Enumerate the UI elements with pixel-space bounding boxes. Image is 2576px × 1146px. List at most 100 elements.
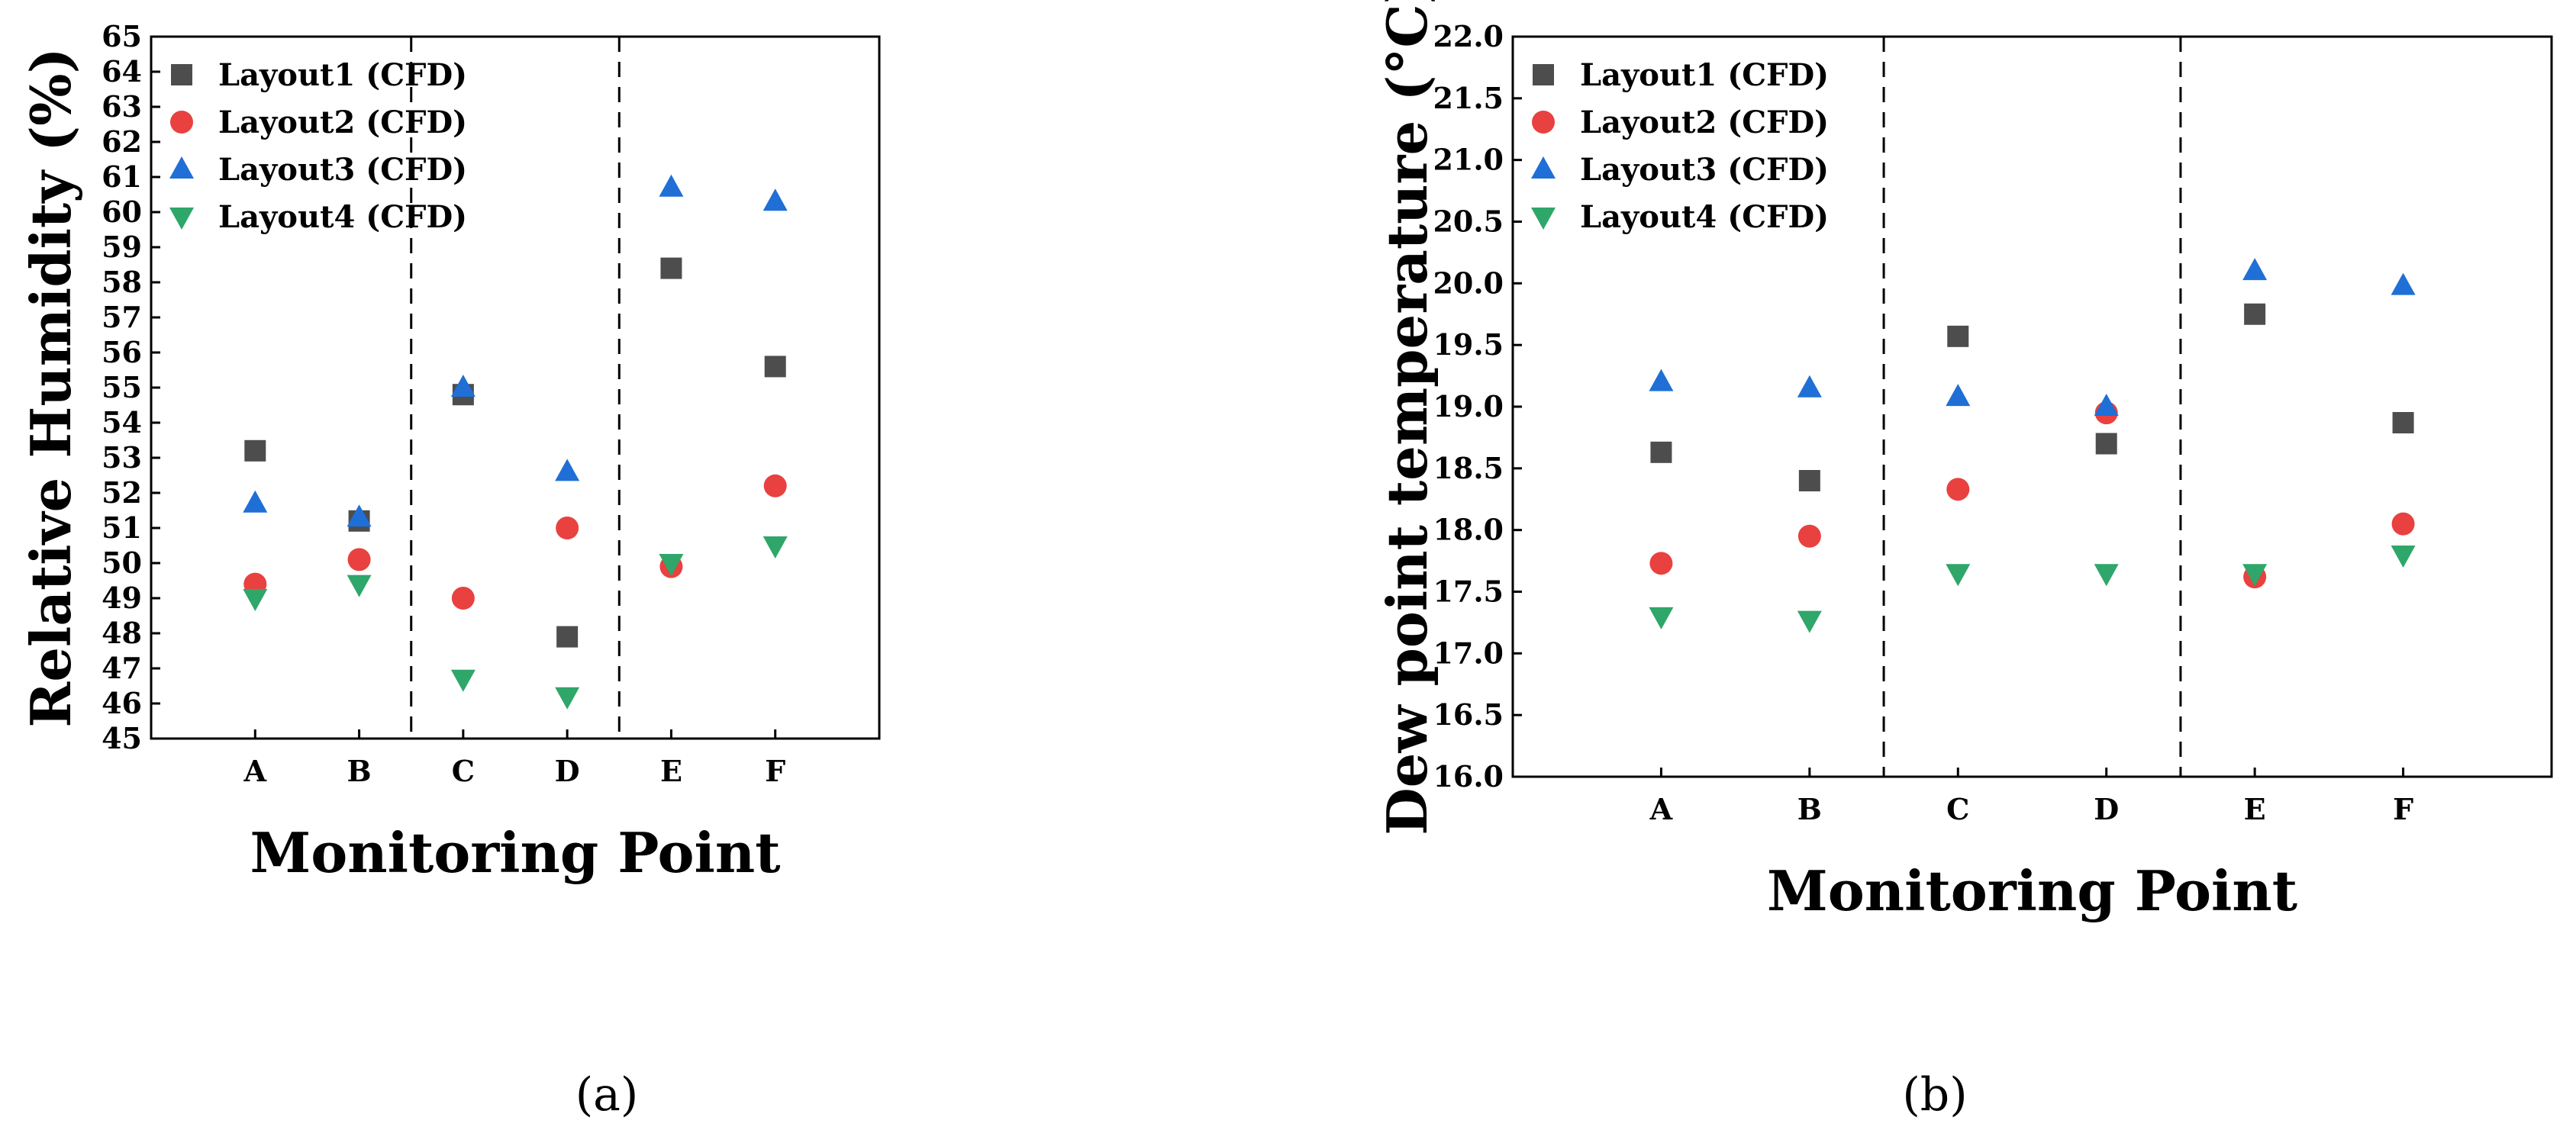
y-tick-label: 48 — [102, 616, 142, 650]
y-axis-title: Dew point temperature (°C) — [1375, 0, 1440, 835]
y-tick-label: 54 — [102, 405, 142, 439]
y-tick-label: 16.0 — [1433, 759, 1504, 794]
y-tick-label: 52 — [102, 475, 142, 510]
legend-marker-circle — [1532, 111, 1555, 134]
plot-frame — [1511, 35, 2553, 778]
data-point-circle-b — [347, 548, 371, 571]
y-tick-label: 22.0 — [1433, 19, 1504, 53]
legend-marker-triangle-down — [1531, 208, 1556, 230]
data-point-square-b — [1798, 470, 1820, 491]
y-tick-label: 17.5 — [1433, 575, 1504, 609]
y-tick-label: 55 — [102, 370, 142, 404]
y-tick-label: 18.0 — [1433, 513, 1504, 547]
data-point-square-c — [1947, 325, 1969, 347]
y-tick-label: 20.0 — [1433, 266, 1504, 300]
data-point-circle-f — [2391, 512, 2415, 536]
data-point-circle-c — [451, 587, 475, 610]
legend-marker-circle — [170, 111, 193, 134]
data-point-square-a — [244, 439, 266, 462]
x-axis-title: Monitoring Point — [250, 820, 781, 885]
panel-caption: (a) — [575, 1068, 639, 1122]
y-axis-title: Relative Humidity (%) — [18, 47, 83, 727]
y-tick-label: 17.0 — [1433, 636, 1504, 670]
y-tick-label: 20.5 — [1433, 204, 1504, 239]
data-point-triangle-up-d — [555, 459, 580, 481]
y-tick-label: 16.5 — [1433, 697, 1504, 732]
data-point-triangle-up-f — [2391, 272, 2416, 295]
x-tick-label: C — [1946, 792, 1969, 826]
data-point-triangle-up-d — [2094, 394, 2119, 416]
data-point-triangle-down-c — [450, 669, 476, 692]
y-tick-label: 18.5 — [1433, 451, 1504, 485]
data-point-triangle-down-f — [762, 536, 788, 559]
data-point-circle-a — [1649, 552, 1673, 575]
y-tick-label: 19.5 — [1433, 327, 1504, 362]
data-point-triangle-up-a — [1649, 369, 1674, 391]
y-tick-label: 50 — [102, 546, 142, 580]
data-point-circle-f — [763, 474, 787, 497]
plot-frame — [150, 35, 881, 740]
x-tick-label: C — [452, 754, 475, 788]
y-tick-label: 64 — [102, 54, 142, 89]
data-point-square-f — [2392, 412, 2414, 434]
y-tick-label: 45 — [102, 721, 142, 755]
y-tick-label: 58 — [102, 265, 142, 299]
legend-entry-label: Layout3 (CFD) — [218, 152, 467, 188]
data-point-square-d — [556, 626, 579, 648]
y-tick-label: 60 — [102, 195, 142, 229]
x-tick-label: F — [2393, 792, 2413, 826]
data-point-triangle-up-b — [1797, 375, 1822, 398]
y-tick-label: 46 — [102, 686, 142, 720]
data-point-triangle-up-c — [450, 375, 476, 397]
data-point-triangle-down-a — [243, 589, 268, 611]
y-tick-label: 61 — [102, 159, 142, 194]
data-point-triangle-up-e — [659, 174, 684, 197]
data-point-square-e — [2244, 303, 2266, 325]
y-tick-label: 47 — [102, 651, 142, 685]
y-tick-label: 56 — [102, 335, 142, 369]
data-point-triangle-up-f — [762, 188, 788, 211]
legend-marker-triangle-down — [169, 208, 194, 230]
data-point-circle-c — [1946, 478, 1970, 501]
legend-entry-label: Layout1 (CFD) — [218, 57, 467, 93]
legend-marker-triangle-up — [169, 156, 194, 179]
data-point-triangle-down-b — [347, 575, 372, 597]
legend-marker-square — [1533, 64, 1554, 85]
data-point-triangle-down-e — [659, 554, 684, 576]
x-tick-label: D — [2094, 792, 2119, 826]
chart-panel-b: 16.0 16.5 17.0 17.5 18.0 18.5 19.0 19.5 20.0 20.5… — [1375, 0, 2553, 1122]
x-tick-label: F — [765, 754, 785, 788]
x-tick-label: A — [243, 754, 267, 788]
y-tick-label: 49 — [102, 581, 142, 615]
x-tick-label: B — [1797, 792, 1822, 826]
data-point-triangle-down-d — [555, 687, 580, 710]
y-tick-label: 21.5 — [1433, 81, 1504, 115]
x-tick-label: E — [660, 754, 682, 788]
legend-entry-label: Layout3 (CFD) — [1580, 152, 1829, 188]
y-tick-label: 65 — [102, 19, 142, 53]
data-point-triangle-down-c — [1946, 564, 1971, 587]
data-point-square-f — [764, 356, 786, 378]
x-axis-title: Monitoring Point — [1767, 858, 2297, 923]
legend-marker-triangle-up — [1531, 156, 1556, 179]
data-point-triangle-down-e — [2242, 564, 2268, 587]
x-tick-label: E — [2244, 792, 2266, 826]
legend-entry-label: Layout2 (CFD) — [218, 105, 467, 140]
legend-entry-label: Layout4 (CFD) — [1580, 199, 1829, 235]
data-point-triangle-up-c — [1946, 384, 1971, 407]
data-point-triangle-down-b — [1797, 610, 1822, 633]
y-tick-label: 51 — [102, 510, 142, 545]
data-point-triangle-up-a — [243, 490, 268, 513]
x-tick-label: A — [1649, 792, 1673, 826]
data-point-circle-d — [556, 517, 579, 539]
y-tick-label: 63 — [102, 89, 142, 124]
data-point-triangle-up-b — [347, 504, 372, 527]
data-point-square-d — [2095, 433, 2117, 455]
legend-entry-label: Layout2 (CFD) — [1580, 105, 1829, 140]
legend-marker-square — [171, 64, 192, 85]
x-tick-label: D — [555, 754, 580, 788]
y-tick-label: 21.0 — [1433, 143, 1504, 177]
x-tick-label: B — [347, 754, 372, 788]
legend-entry-label: Layout1 (CFD) — [1580, 57, 1829, 93]
